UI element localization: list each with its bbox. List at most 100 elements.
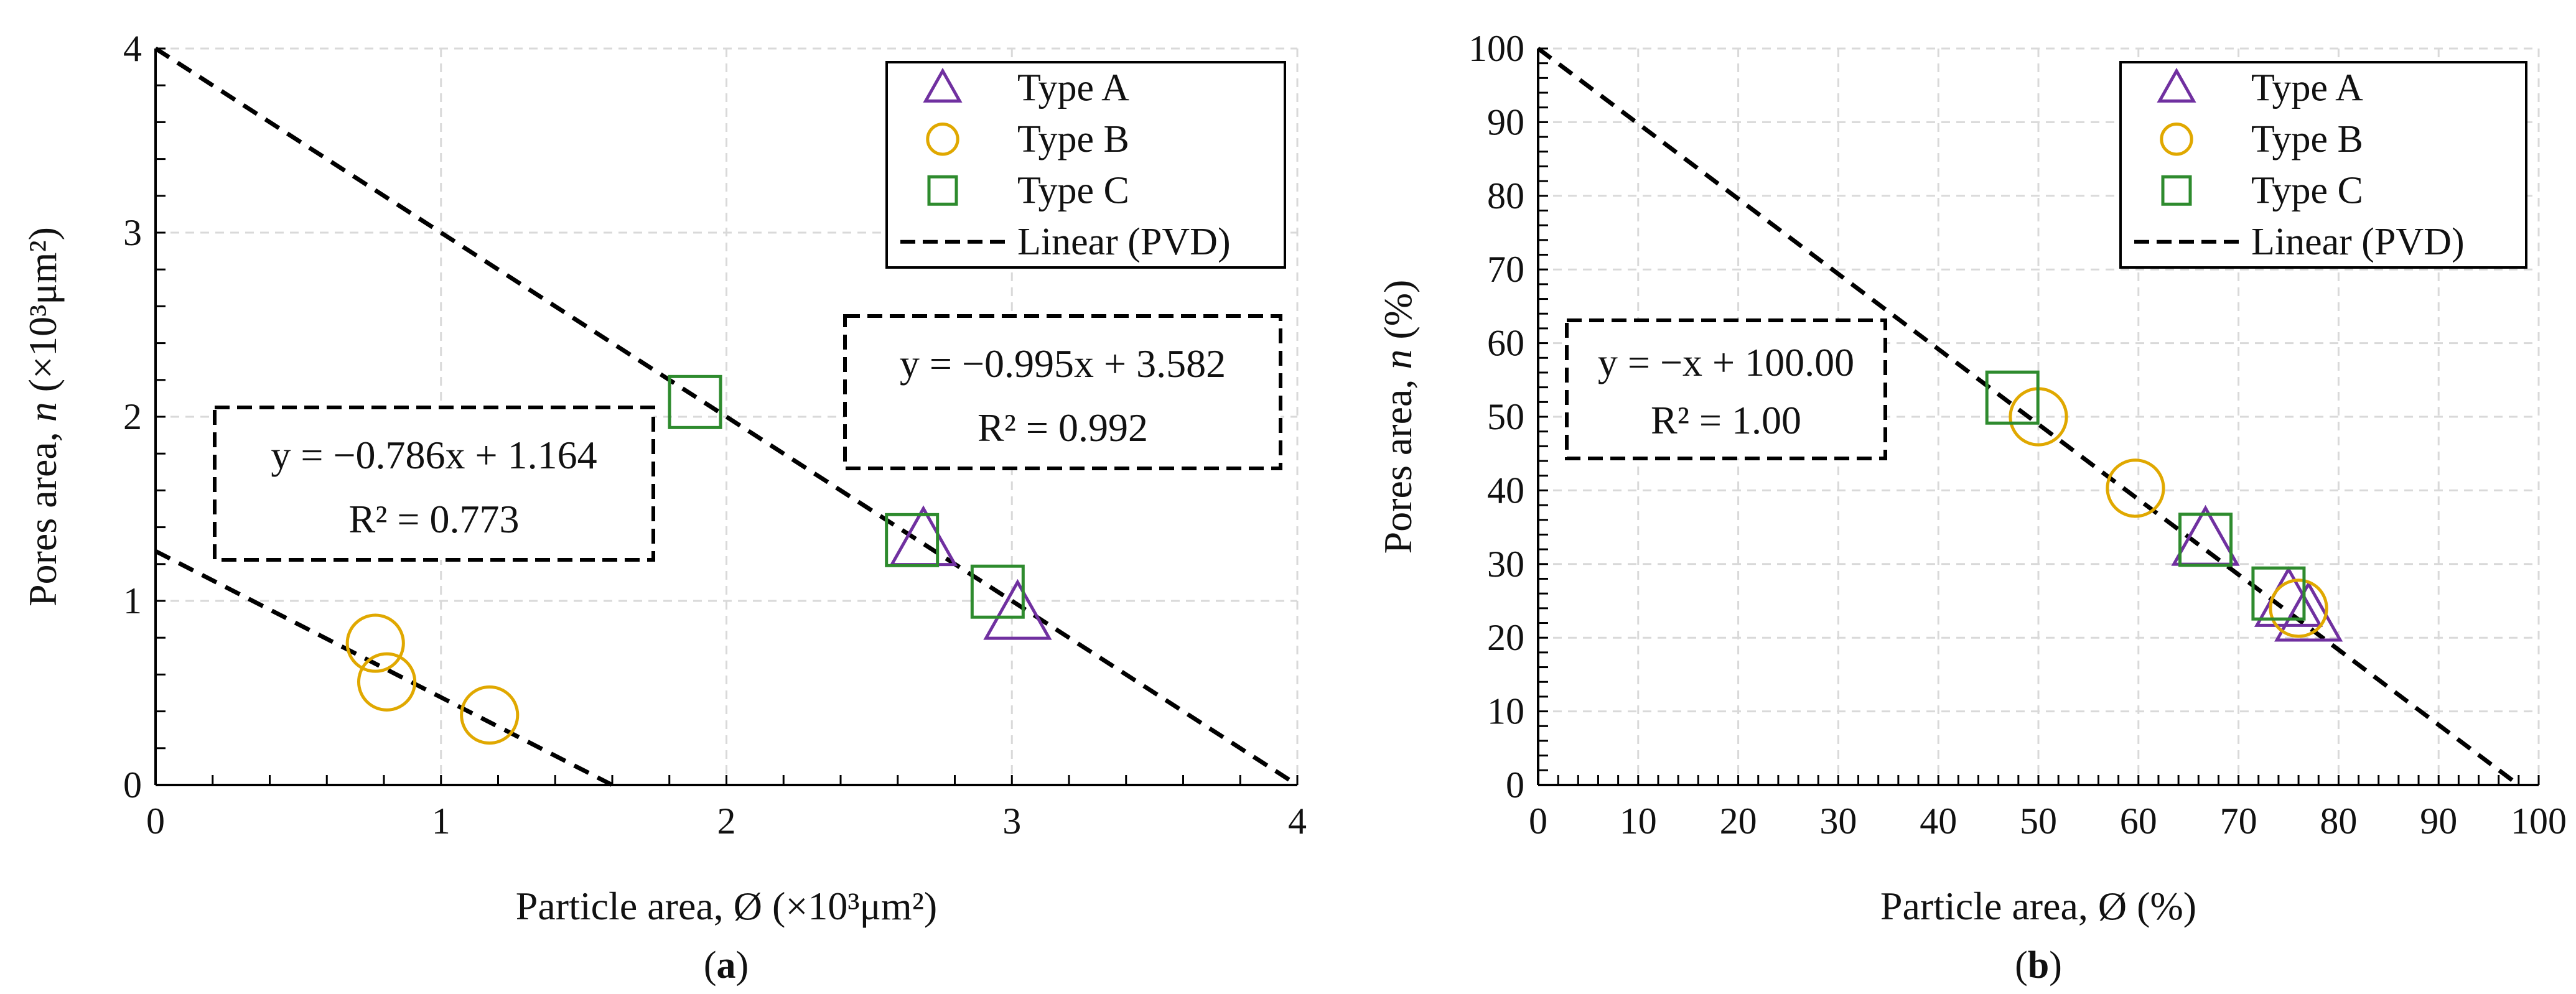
fit-equation: y = −0.786x + 1.164 [271, 433, 597, 477]
y-tick-label: 10 [1487, 691, 1524, 732]
data-point-circle [345, 613, 405, 673]
legend-marker-circle [926, 123, 959, 156]
legend-marker-square [2161, 175, 2192, 206]
y-tick-label: 70 [1487, 249, 1524, 290]
x-axis-label: Particle area, Ø (×10³μm²) [516, 884, 937, 928]
y-tick-label: 0 [123, 764, 142, 806]
y-tick-label: 50 [1487, 396, 1524, 437]
panel-label: (b) [2015, 944, 2062, 987]
y-tick-label: 60 [1487, 323, 1524, 364]
legend-label: Type B [2251, 118, 2363, 160]
legend-marker-triangle [923, 67, 963, 103]
x-tick-label: 0 [1529, 801, 1547, 842]
x-tick-label: 20 [1720, 801, 1757, 842]
fit-equation-box [1565, 318, 1887, 460]
fit-r-squared: R² = 0.773 [349, 497, 520, 541]
legend-label: Linear (PVD) [2251, 221, 2465, 263]
x-tick-label: 40 [1920, 801, 1957, 842]
data-point-circle [2269, 578, 2328, 638]
y-axis-label: Pores area, n (%) [1376, 280, 1420, 554]
linear-pvd-line [1536, 47, 2520, 787]
fit-equation: y = −x + 100.00 [1598, 340, 1854, 384]
data-point-triangle [2274, 580, 2343, 642]
fit-equation: y = −0.995x + 3.582 [900, 341, 1226, 386]
label-part: ( [2015, 944, 2028, 987]
legend-marker-triangle [2157, 67, 2196, 103]
label-part: n [1376, 350, 1420, 369]
label-part: (×10³μm²) [21, 227, 65, 402]
x-tick-label: 1 [432, 801, 450, 842]
y-tick-label: 80 [1487, 175, 1524, 216]
label-part: Ø [2098, 884, 2127, 928]
label-part: (%) [1376, 280, 1420, 350]
label-part: (×10³μm²) [762, 884, 937, 928]
data-point-triangle [2171, 504, 2240, 566]
data-point-circle [357, 652, 417, 712]
fit-r-squared: R² = 1.00 [1651, 398, 1801, 442]
data-point-triangle [983, 578, 1052, 640]
x-tick-label: 70 [2220, 801, 2257, 842]
label-part: ( [704, 944, 717, 987]
data-point-circle [2106, 458, 2165, 518]
data-point-square [2251, 566, 2306, 621]
label-part: Pores area, [1376, 369, 1420, 554]
y-tick-label: 30 [1487, 544, 1524, 585]
y-tick-label: 40 [1487, 470, 1524, 511]
x-tick-label: 30 [1819, 801, 1857, 842]
x-tick-label: 80 [2320, 801, 2357, 842]
legend-box [2119, 61, 2527, 269]
y-tick-label: 90 [1487, 101, 1524, 142]
x-tick-label: 90 [2420, 801, 2457, 842]
x-tick-label: 10 [1620, 801, 1657, 842]
fit-equation-box [843, 314, 1282, 470]
label-part: Pores area, [21, 422, 65, 606]
data-point-square [885, 513, 940, 567]
fit-equation-box [213, 406, 655, 562]
chart-panel-b: 0 10 20 30 40 50 60 70 80 90 100 0 10 20 30 40 50 60 70 80 9… [1376, 28, 2567, 987]
x-tick-label: 50 [2020, 801, 2057, 842]
label-part: b [2028, 944, 2049, 987]
y-tick-label: 0 [1506, 764, 1524, 806]
y-tick-label: 20 [1487, 617, 1524, 658]
panel-label: (a) [704, 944, 749, 987]
legend-label: Type A [1017, 67, 1129, 109]
y-tick-label: 3 [123, 212, 142, 253]
y-tick-label: 4 [123, 28, 142, 69]
data-point-square [1985, 370, 2040, 425]
x-axis-label: Particle area, Ø (%) [1880, 884, 2196, 928]
legend-marker-circle [2160, 123, 2193, 156]
label-part: (%) [2127, 884, 2196, 928]
label-part: Particle area, [516, 884, 734, 928]
legend-label: Type C [2251, 169, 2363, 211]
y-tick-label: 2 [123, 396, 142, 437]
legend-marker-square [927, 175, 958, 206]
label-part: ) [2049, 944, 2062, 987]
legend-box [885, 61, 1286, 269]
x-tick-label: 100 [2511, 801, 2567, 842]
legend-label: Linear (PVD) [1017, 221, 1231, 263]
x-tick-label: 4 [1288, 801, 1307, 842]
data-point-square [2178, 513, 2233, 567]
fit-r-squared: R² = 0.992 [978, 406, 1148, 450]
legend-label: Type A [2251, 67, 2363, 109]
label-part: a [717, 944, 736, 987]
data-point-square [970, 564, 1025, 619]
legend-label: Type C [1017, 169, 1129, 211]
label-part: n [21, 402, 65, 422]
data-point-triangle [889, 505, 958, 567]
x-tick-label: 0 [146, 801, 165, 842]
x-tick-label: 3 [1002, 801, 1021, 842]
data-point-circle [460, 685, 520, 745]
x-tick-label: 60 [2120, 801, 2157, 842]
label-part: Ø [734, 884, 762, 928]
legend-label: Type B [1017, 118, 1129, 160]
label-part: ) [736, 944, 749, 987]
data-point-square [668, 374, 722, 429]
y-tick-label: 1 [123, 580, 142, 621]
y-tick-label: 100 [1468, 28, 1524, 69]
y-axis-label: Pores area, n (×10³μm²) [21, 227, 65, 606]
label-part: Particle area, [1880, 884, 2098, 928]
x-tick-label: 2 [717, 801, 736, 842]
